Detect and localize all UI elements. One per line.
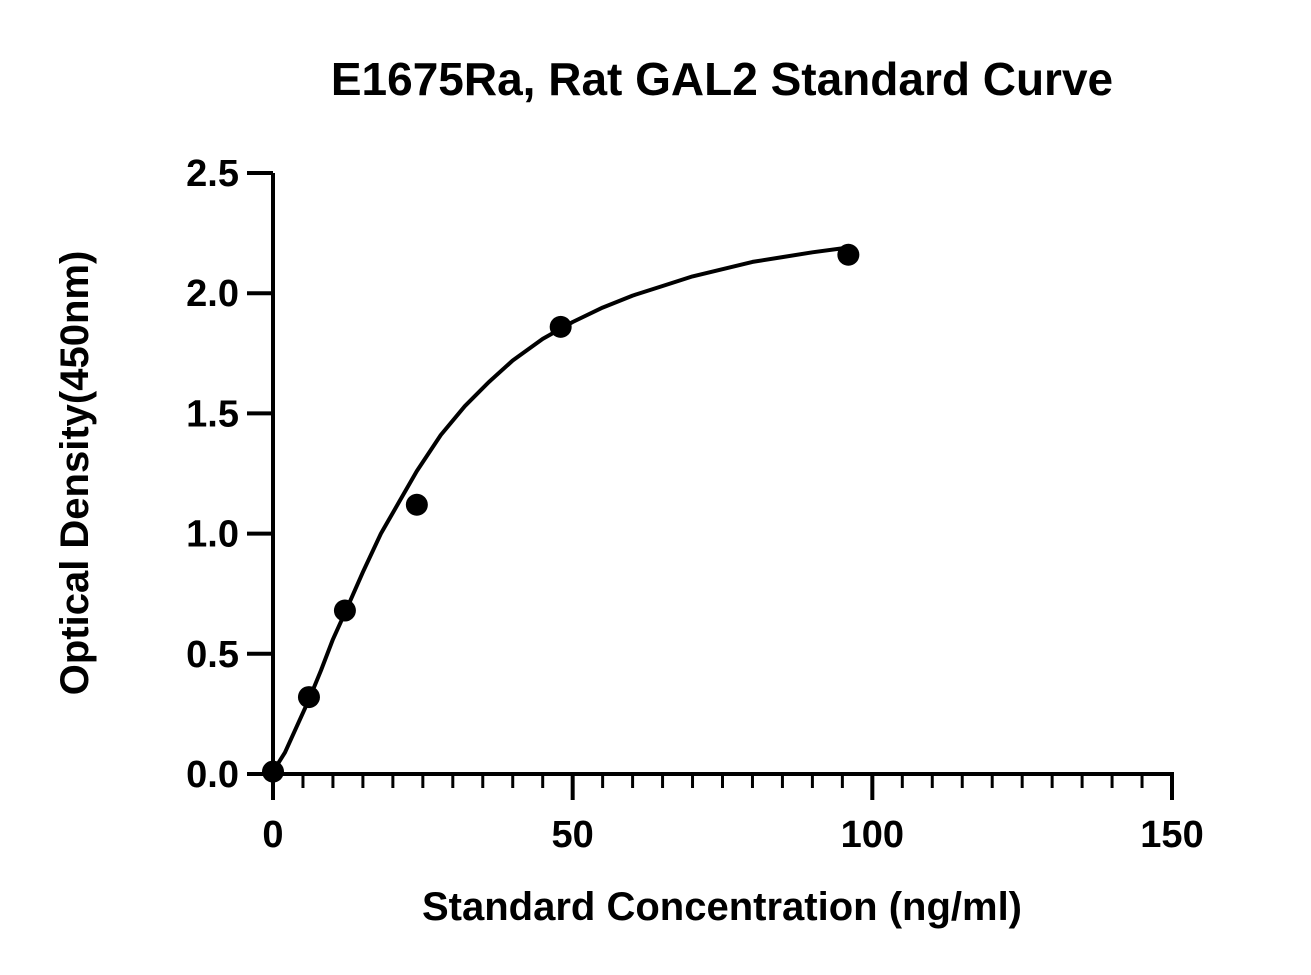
data-point-0 xyxy=(262,760,284,783)
y-tick-label-5: 2.5 xyxy=(186,153,239,195)
data-point-5 xyxy=(837,243,860,266)
data-point-3 xyxy=(405,493,428,516)
y-tick-label-0: 0.0 xyxy=(186,754,239,796)
x-tick-label-0: 0 xyxy=(262,814,283,856)
y-axis-label: Optical Density(450nm) xyxy=(53,251,97,696)
chart-title: E1675Ra, Rat GAL2 Standard Curve xyxy=(331,53,1113,105)
data-point-4 xyxy=(549,315,572,338)
data-point-2 xyxy=(333,599,356,622)
x-tick-label-3: 150 xyxy=(1140,814,1203,856)
x-tick-label-2: 100 xyxy=(841,814,904,856)
data-point-1 xyxy=(297,686,320,709)
y-tick-label-1: 0.5 xyxy=(186,634,239,676)
data-points xyxy=(262,243,860,783)
y-tick-label-3: 1.5 xyxy=(186,393,239,435)
x-tick-label-1: 50 xyxy=(552,814,594,856)
axes: 0.0 0.5 1.0 1.5 2.0 2.5 0 50 100 150 xyxy=(186,153,1204,856)
y-tick-label-2: 1.0 xyxy=(186,514,239,556)
fit-curve-layer xyxy=(271,245,851,774)
fit-curve-line xyxy=(271,245,851,774)
y-tick-label-4: 2.0 xyxy=(186,273,239,315)
x-axis-label: Standard Concentration (ng/ml) xyxy=(422,885,1022,929)
